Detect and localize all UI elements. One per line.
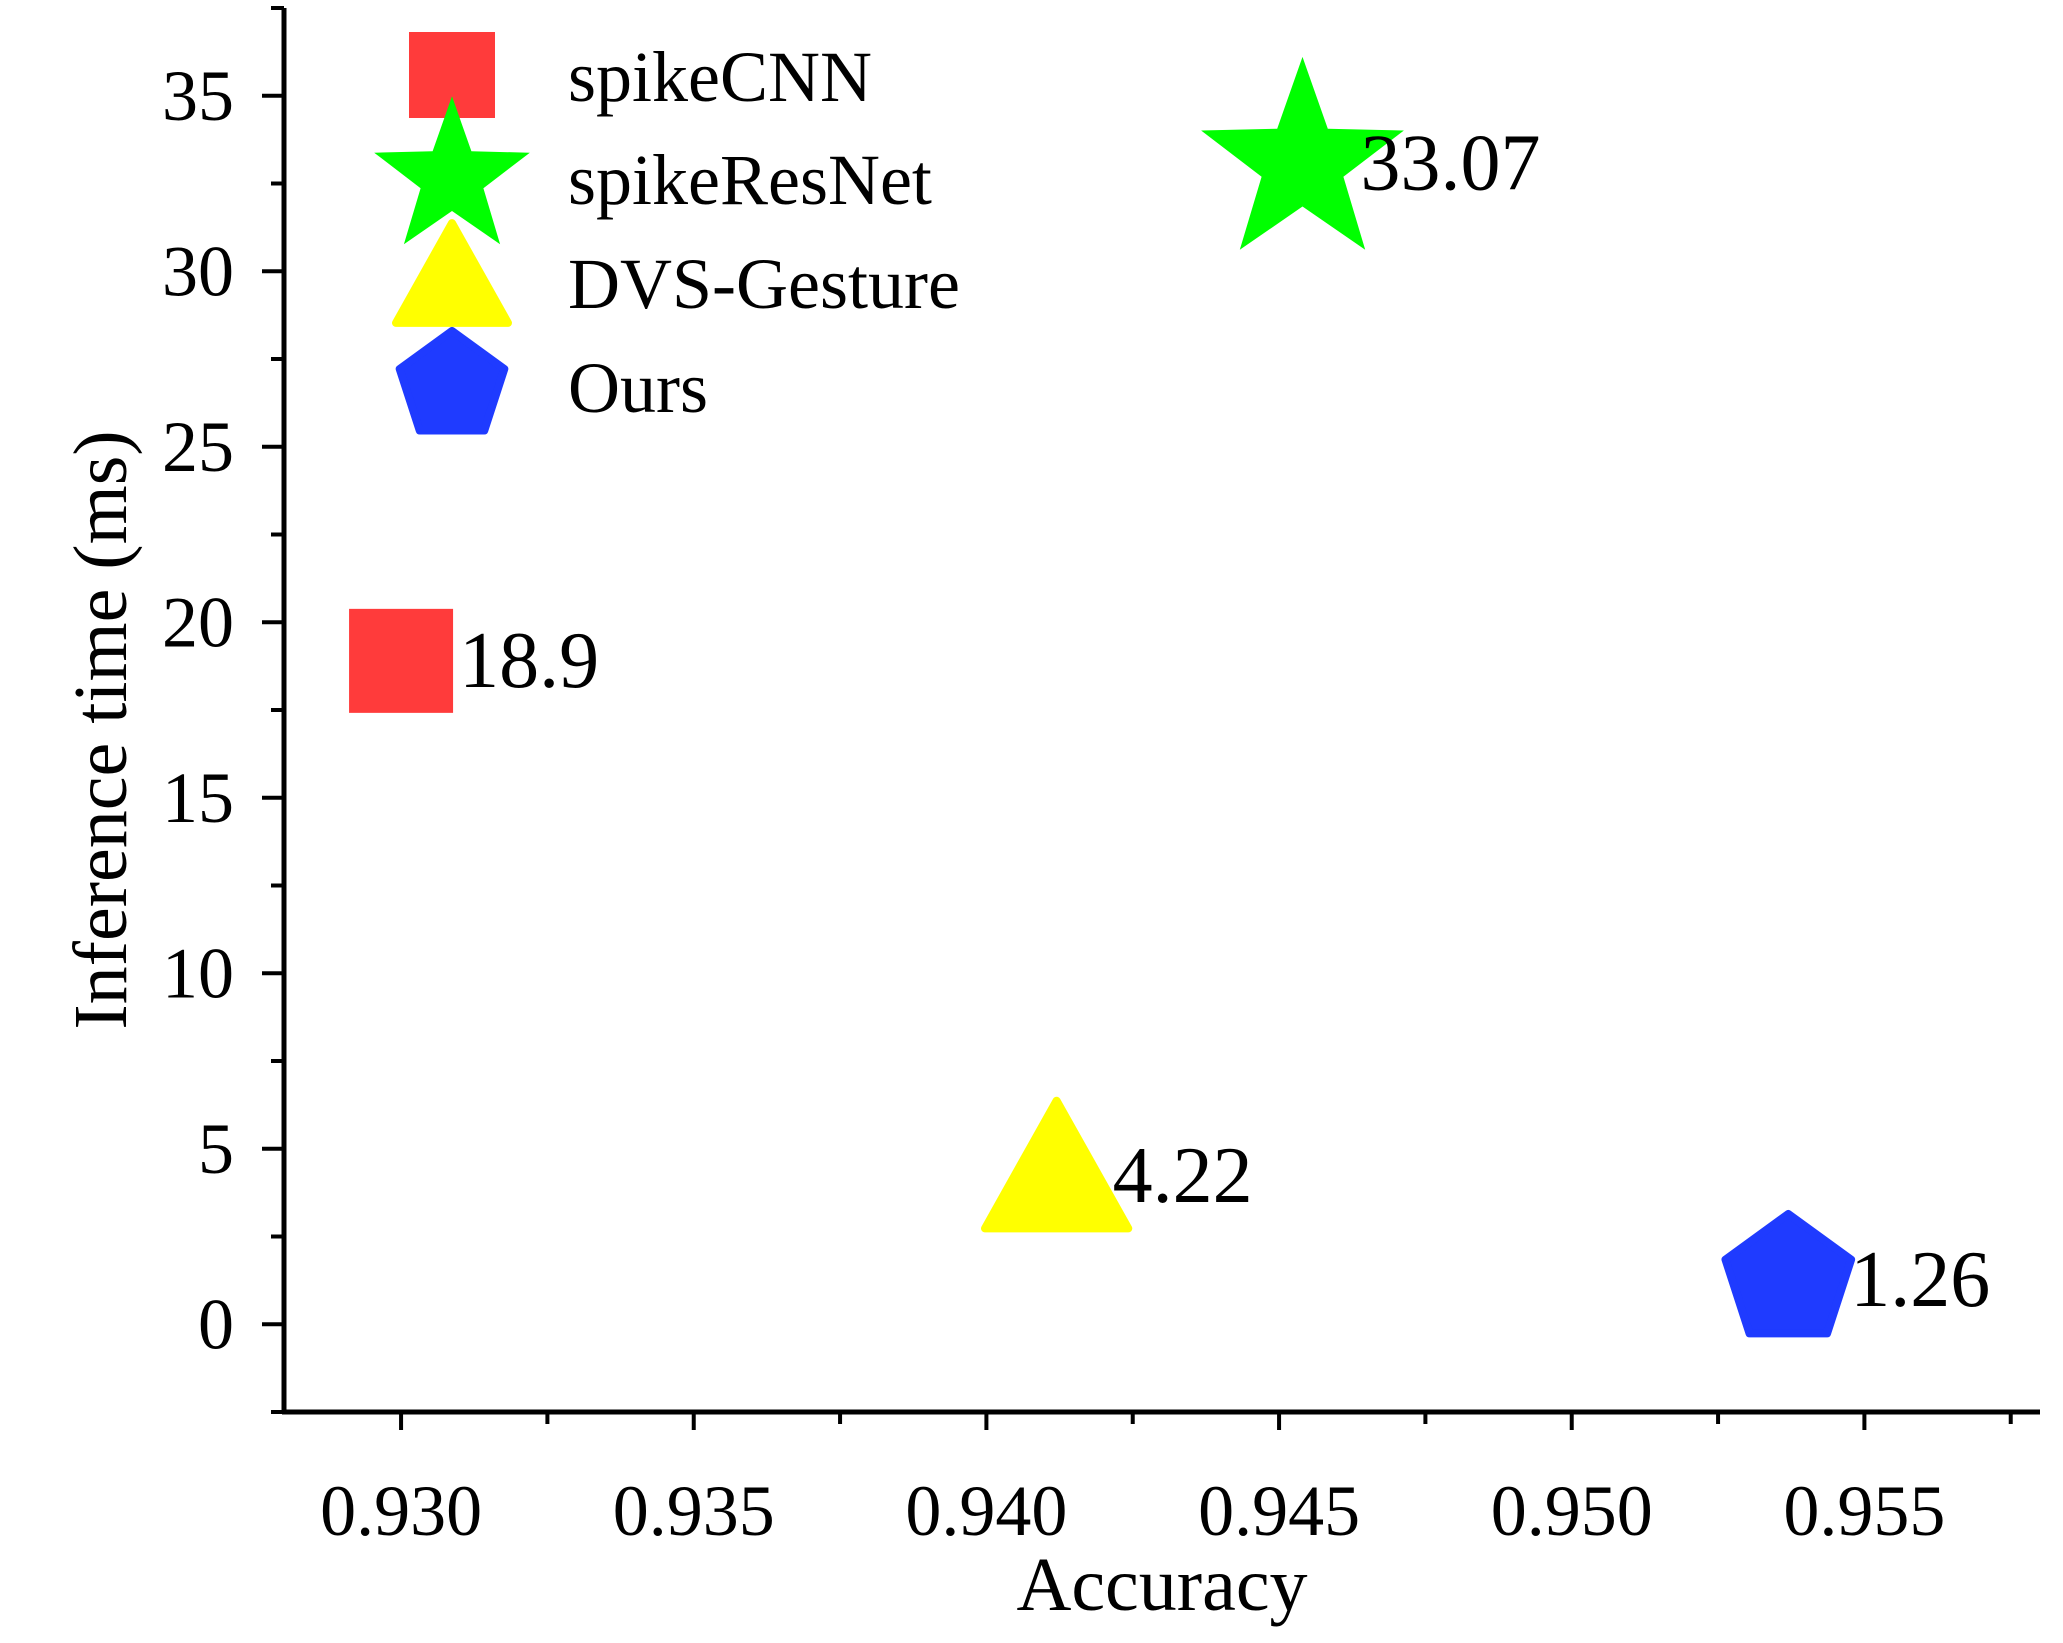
y-tick-label: 25 [162, 407, 234, 487]
y-tick-label: 35 [162, 56, 234, 136]
legend-marker-DVS-Gesture [392, 219, 512, 327]
data-points [349, 56, 1856, 1338]
x-tick-label: 0.950 [1491, 1471, 1653, 1551]
x-tick-label: 0.945 [1198, 1471, 1360, 1551]
x-tick-label: 0.930 [320, 1471, 482, 1551]
legend-label-spikeResNet: spikeResNet [568, 140, 932, 220]
legend-label-Ours: Ours [568, 348, 708, 428]
data-point-spikeResNet [1201, 56, 1404, 250]
y-tick-label: 0 [198, 1284, 234, 1364]
x-tick-label: 0.940 [905, 1471, 1067, 1551]
legend-label-DVS-Gesture: DVS-Gesture [568, 244, 960, 324]
x-tick-label: 0.935 [613, 1471, 775, 1551]
legend-label-spikeCNN: spikeCNN [568, 37, 872, 117]
data-label-spikeResNet: 33.07 [1360, 119, 1540, 207]
legend: spikeCNN spikeResNet DVS-Gesture Ours [374, 32, 960, 435]
legend-marker-spikeResNet [374, 96, 530, 245]
y-tick-label: 10 [162, 933, 234, 1013]
data-label-spikeCNN: 18.9 [459, 617, 599, 705]
y-axis-label: Inference time (ms) [59, 430, 143, 1029]
y-tick-label: 5 [198, 1109, 234, 1189]
data-point-spikeCNN [349, 608, 454, 713]
data-labels: 18.9 33.07 4.22 1.26 [459, 119, 1990, 1324]
data-point-DVS-Gesture [981, 1096, 1133, 1233]
y-tick-label: 15 [162, 758, 234, 838]
y-tick-label: 20 [162, 582, 234, 662]
data-point-Ours [1721, 1210, 1856, 1338]
x-tick-label: 0.955 [1783, 1471, 1945, 1551]
x-axis-label: Accuracy [1016, 1543, 1307, 1627]
y-tick-label: 30 [162, 231, 234, 311]
data-label-Ours: 1.26 [1850, 1236, 1990, 1324]
axis-ticks: 0.930 0.935 0.940 0.945 0.950 0.955 0 5 10 15 20 25… [162, 6, 2013, 1551]
data-label-DVS-Gesture: 4.22 [1113, 1132, 1253, 1220]
legend-marker-Ours [395, 327, 509, 435]
